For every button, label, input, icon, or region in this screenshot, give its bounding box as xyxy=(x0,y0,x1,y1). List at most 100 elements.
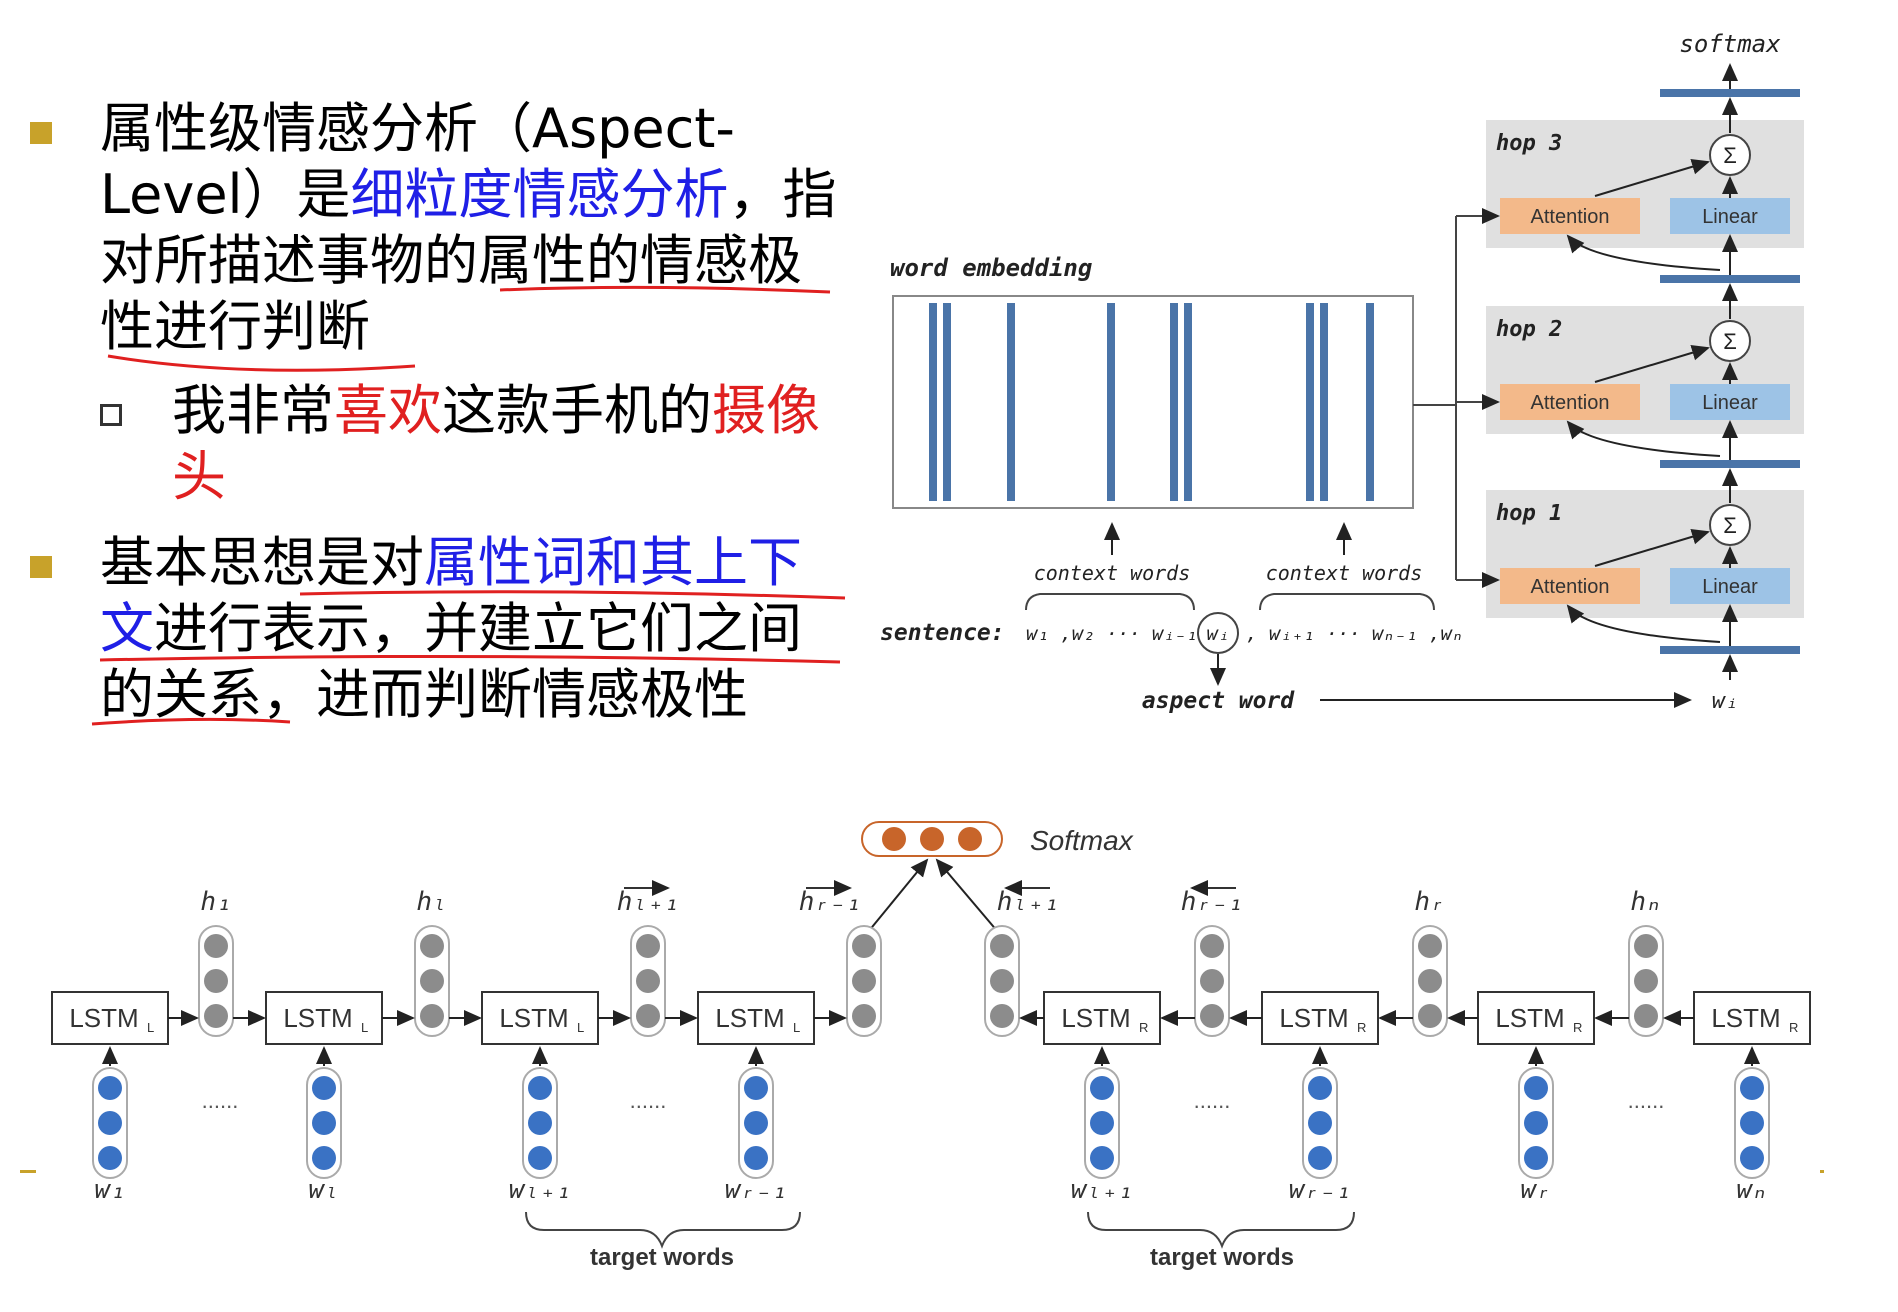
word-embedding-5 xyxy=(1084,1046,1120,1179)
lstm-subscript: R xyxy=(1357,1020,1366,1035)
lstm-label: LSTM xyxy=(1061,1003,1130,1033)
bullet2-line2-rest: 进行表示，并建立它们之间 xyxy=(154,597,802,660)
bullet2-line3: 的关系，进而判断情感极性 xyxy=(100,663,748,726)
hop3-linear xyxy=(1670,198,1790,234)
hop3-sum-circle xyxy=(1709,134,1751,176)
hidden-dot xyxy=(990,934,1014,958)
softmax-dot xyxy=(882,827,906,851)
hop3-label: hop 3 xyxy=(1496,131,1562,156)
hidden-dot xyxy=(1634,1004,1658,1028)
hop1-sum-circle xyxy=(1709,504,1751,546)
word-embedding-6 xyxy=(1302,1046,1338,1179)
word-dot xyxy=(528,1111,552,1135)
word-embedding-3 xyxy=(522,1046,558,1179)
hop1-label: hop 1 xyxy=(1496,501,1562,526)
hop1-block: hop 1 Attention Linear Σ xyxy=(1456,468,1804,646)
hop3-sigma: Σ xyxy=(1723,143,1737,168)
word-label-w1: w₁ xyxy=(94,1175,125,1205)
hidden-dot xyxy=(420,934,444,958)
hop2-sum-circle xyxy=(1709,320,1751,362)
hop3-linear-label: Linear xyxy=(1702,206,1758,228)
word-dot xyxy=(1090,1076,1114,1100)
word-dot xyxy=(98,1076,122,1100)
lstm-label: LSTM xyxy=(715,1003,784,1033)
word-label-wr1-left: wᵣ₋₁ xyxy=(725,1175,788,1205)
example-part2: 这款手机的 xyxy=(442,379,712,442)
lstm-subscript: L xyxy=(147,1020,154,1035)
bullet1-line2-start: Level）是 xyxy=(100,163,351,226)
bullet1-line4: 性进行判断 xyxy=(100,295,370,358)
hidden-dot xyxy=(636,969,660,993)
word-dot xyxy=(1524,1146,1548,1170)
embedding-matrix xyxy=(892,295,1414,509)
text-panel: 属性级情感分析（Aspect- Level）是细粒度情感分析，指 对所描述事物的… xyxy=(0,0,900,760)
highlight-fine-grained: 细粒度情感分析 xyxy=(350,163,729,226)
sub-bullet-square-icon xyxy=(100,404,122,426)
lstm-label: LSTM xyxy=(1495,1003,1564,1033)
hidden-dot xyxy=(1200,969,1224,993)
lstm-right-7: LSTM R xyxy=(1477,991,1595,1045)
word-dot xyxy=(98,1146,122,1170)
target-words-left: target words xyxy=(590,1244,734,1271)
lstm-label: LSTM xyxy=(69,1003,138,1033)
sentence-left-words: w₁ ,w₂ ··· wᵢ₋₁ , xyxy=(1026,623,1220,645)
word-embedding-columns xyxy=(92,1046,1770,1179)
word-label-wl1-right: wₗ₊₁ xyxy=(1071,1175,1134,1205)
highlight-like: 喜欢 xyxy=(334,379,442,442)
aspect-word-circle xyxy=(1197,612,1239,654)
lstm-label: LSTM xyxy=(1711,1003,1780,1033)
hidden-label-hn: hₙ xyxy=(1630,887,1661,917)
word-dot xyxy=(744,1111,768,1135)
hidden-state-1 xyxy=(198,925,234,1037)
hidden-state-8 xyxy=(1628,925,1664,1037)
word-dot xyxy=(1740,1146,1764,1170)
hop2-block: hop 2 Attention Linear Σ xyxy=(1456,283,1804,460)
hidden-state-3 xyxy=(630,925,666,1037)
word-dot xyxy=(312,1146,336,1170)
hop3-input-bar xyxy=(1660,275,1800,283)
hidden-dot xyxy=(204,1004,228,1028)
hidden-state-columns xyxy=(198,925,1664,1037)
ellipsis-1: ...... xyxy=(202,1088,239,1113)
word-dot xyxy=(528,1076,552,1100)
bullet2-line1: 基本思想是对属性词和其上下 xyxy=(100,530,802,596)
word-label-wl1-left: wₗ₊₁ xyxy=(509,1175,572,1205)
word-dot xyxy=(1090,1146,1114,1170)
lstm-right-5: LSTM R xyxy=(1043,991,1161,1045)
bullet1-line2: Level）是细粒度情感分析，指 xyxy=(100,162,837,228)
word-dot xyxy=(744,1146,768,1170)
target-brace-right xyxy=(1087,1211,1355,1249)
bullet1-line2-end: ，指 xyxy=(728,163,837,226)
example-part1: 我非常 xyxy=(172,379,334,442)
lstm-label: LSTM xyxy=(283,1003,352,1033)
highlight-aspect-context: 属性词和其上下 xyxy=(424,531,802,594)
word-dot xyxy=(1090,1111,1114,1135)
memory-network-diagram: softmax word embedding context words con… xyxy=(880,30,1804,714)
hop2-linear xyxy=(1670,384,1790,420)
ellipsis-3: ...... xyxy=(1194,1088,1231,1113)
ellipsis-2: ...... xyxy=(630,1088,667,1113)
embedding-bars xyxy=(929,303,1374,501)
bullet2-line1-start: 基本思想是对 xyxy=(100,531,424,594)
word-embedding-8 xyxy=(1734,1046,1770,1179)
hidden-state-6 xyxy=(1194,925,1230,1037)
softmax-dot xyxy=(958,827,982,851)
word-dot xyxy=(1308,1076,1332,1100)
hop1-attention-label: Attention xyxy=(1531,576,1610,598)
aspect-symbol: wᵢ xyxy=(1712,689,1739,714)
hidden-state-2 xyxy=(414,925,450,1037)
hop3-attention-label: Attention xyxy=(1531,206,1610,228)
hop2-attention xyxy=(1500,384,1640,420)
hop1-linear xyxy=(1670,568,1790,604)
lstm-right-8: LSTM R xyxy=(1693,991,1811,1045)
hidden-dot xyxy=(1200,934,1224,958)
aspect-word-label: aspect word xyxy=(1142,688,1295,714)
hidden-label-hl: hₗ xyxy=(416,887,447,917)
hidden-dot xyxy=(204,934,228,958)
hidden-label-h1: h₁ xyxy=(200,887,231,917)
word-dot xyxy=(98,1111,122,1135)
hidden-dot xyxy=(420,1004,444,1028)
hidden-dot xyxy=(636,1004,660,1028)
hidden-dot xyxy=(852,934,876,958)
td-softmax-label: Softmax xyxy=(1030,825,1134,856)
